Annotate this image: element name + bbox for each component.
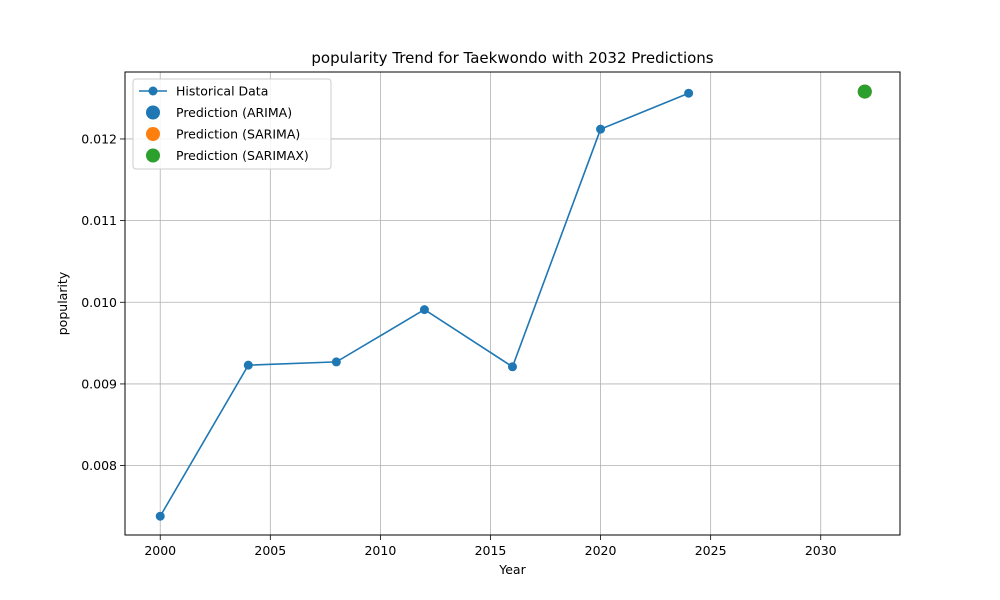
legend-box (132, 78, 332, 170)
series-layer (155, 84, 872, 521)
x-tick-label: 2010 (364, 543, 396, 558)
x-tick-label: 2030 (805, 543, 837, 558)
prediction-point-prediction-sarimax (857, 84, 872, 99)
y-tick-label: 0.009 (81, 376, 117, 391)
x-tick-label: 2025 (695, 543, 727, 558)
historical-data-point (419, 305, 429, 315)
x-tick-label: 2005 (254, 543, 286, 558)
y-tick-label: 0.012 (81, 131, 117, 146)
historical-data-point (331, 357, 341, 367)
legend: Historical Data Prediction (ARIMA) Predict… (132, 78, 332, 170)
historical-data-point (243, 360, 253, 370)
axis-ticks: 2000 2005 2010 2015 2020 2025 2030 0.008 0.009 0.… (81, 131, 836, 558)
historical-data-point (508, 362, 517, 372)
x-axis-title: Year (498, 562, 526, 577)
legend-label: Prediction (ARIMA) (176, 105, 292, 120)
y-axis-title: popularity (55, 271, 70, 335)
legend-label: Historical Data (176, 84, 268, 99)
legend-marker-swatch (146, 105, 160, 120)
x-tick-label: 2000 (144, 543, 176, 558)
historical-data-point (596, 124, 606, 134)
x-tick-label: 2020 (585, 543, 617, 558)
historical-data-point (155, 511, 165, 521)
legend-label: Prediction (SARIMA) (176, 127, 300, 142)
plot-frame (124, 71, 901, 536)
legend-label: Prediction (SARIMAX) (176, 148, 309, 163)
y-tick-label: 0.011 (81, 213, 117, 228)
legend-marker-swatch (146, 127, 160, 141)
y-tick-label: 0.008 (81, 458, 117, 473)
x-tick-label: 2015 (475, 543, 507, 558)
historical-data-point (684, 88, 694, 98)
y-tick-label: 0.010 (81, 295, 117, 310)
legend-marker-swatch (146, 148, 160, 163)
legend-marker-swatch (148, 86, 158, 96)
chart-title: popularity Trend for Taekwondo with 2032… (311, 49, 713, 67)
